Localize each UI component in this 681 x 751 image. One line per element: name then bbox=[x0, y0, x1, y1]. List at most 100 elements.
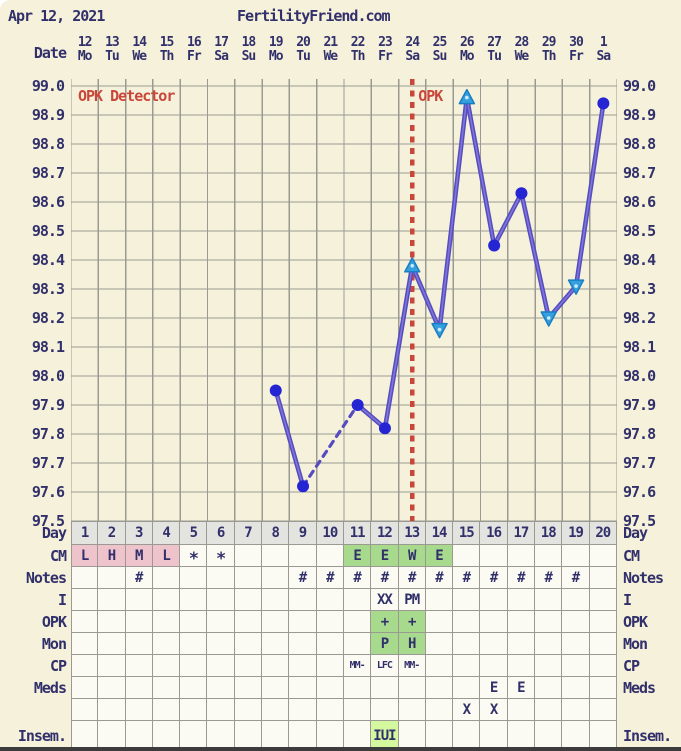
cell-cp-day-15[interactable] bbox=[453, 655, 481, 677]
cell-meds-day-9[interactable] bbox=[289, 677, 317, 699]
cell-notes-day-17[interactable]: # bbox=[507, 567, 536, 589]
cell-cm-day-7[interactable] bbox=[234, 545, 263, 567]
cell-extra-day-7[interactable] bbox=[234, 699, 263, 721]
cell-opk-day-1[interactable] bbox=[71, 611, 99, 633]
cell-cm-day-1[interactable]: L bbox=[71, 545, 99, 567]
cell-i-day-3[interactable] bbox=[125, 589, 153, 611]
cell-day-day-16[interactable]: 16 bbox=[480, 521, 508, 545]
cell-cp-day-9[interactable] bbox=[289, 655, 317, 677]
cell-notes-day-8[interactable] bbox=[262, 567, 290, 589]
cell-mon-day-7[interactable] bbox=[234, 633, 263, 655]
cell-notes-day-10[interactable]: # bbox=[316, 567, 344, 589]
cell-notes-day-2[interactable] bbox=[98, 567, 126, 589]
cell-meds-day-3[interactable] bbox=[125, 677, 153, 699]
cell-mon-day-19[interactable] bbox=[562, 633, 590, 655]
cell-cp-day-1[interactable] bbox=[71, 655, 99, 677]
cell-opk-day-12[interactable]: + bbox=[371, 611, 399, 633]
cell-notes-day-11[interactable]: # bbox=[343, 567, 372, 589]
cell-cp-day-19[interactable] bbox=[562, 655, 590, 677]
cell-notes-day-5[interactable] bbox=[180, 567, 208, 589]
bbt-chart-plot[interactable]: OPK Detector OPK bbox=[71, 78, 617, 524]
cell-day-day-18[interactable]: 18 bbox=[535, 521, 563, 545]
cell-extra-day-15[interactable]: X bbox=[453, 699, 481, 721]
cell-cm-day-4[interactable]: L bbox=[152, 545, 181, 567]
cell-i-day-19[interactable] bbox=[562, 589, 590, 611]
cell-i-day-12[interactable]: XX bbox=[371, 589, 399, 611]
cell-mon-day-13[interactable]: H bbox=[398, 633, 426, 655]
cell-cm-day-5[interactable]: * bbox=[180, 545, 208, 567]
cell-day-day-4[interactable]: 4 bbox=[152, 521, 181, 545]
temp-point-day-9[interactable] bbox=[297, 480, 310, 493]
cell-notes-day-15[interactable]: # bbox=[453, 567, 481, 589]
cell-opk-day-9[interactable] bbox=[289, 611, 317, 633]
cell-cm-day-11[interactable]: E bbox=[343, 545, 372, 567]
cell-mon-day-4[interactable] bbox=[152, 633, 181, 655]
cell-mon-day-8[interactable] bbox=[262, 633, 290, 655]
cell-extra-day-20[interactable] bbox=[589, 699, 617, 721]
temp-point-day-11[interactable] bbox=[351, 399, 364, 411]
cell-i-day-6[interactable] bbox=[207, 589, 235, 611]
cell-cp-day-5[interactable] bbox=[180, 655, 208, 677]
cell-mon-day-3[interactable] bbox=[125, 633, 153, 655]
cell-notes-day-13[interactable]: # bbox=[398, 567, 426, 589]
cell-i-day-15[interactable] bbox=[453, 589, 481, 611]
cell-cp-day-14[interactable] bbox=[425, 655, 454, 677]
cell-extra-day-12[interactable] bbox=[371, 699, 399, 721]
cell-cp-day-20[interactable] bbox=[589, 655, 617, 677]
cell-day-day-7[interactable]: 7 bbox=[234, 521, 263, 545]
cell-i-day-14[interactable] bbox=[425, 589, 454, 611]
cell-day-day-14[interactable]: 14 bbox=[425, 521, 454, 545]
cell-mon-day-1[interactable] bbox=[71, 633, 99, 655]
cell-opk-day-20[interactable] bbox=[589, 611, 617, 633]
cell-notes-day-3[interactable]: # bbox=[125, 567, 153, 589]
cell-i-day-1[interactable] bbox=[71, 589, 99, 611]
cell-insem-day-8[interactable] bbox=[262, 721, 290, 751]
cell-meds-day-14[interactable] bbox=[425, 677, 454, 699]
cell-cm-day-12[interactable]: E bbox=[371, 545, 399, 567]
cell-opk-day-4[interactable] bbox=[152, 611, 181, 633]
cell-opk-day-5[interactable] bbox=[180, 611, 208, 633]
cell-mon-day-14[interactable] bbox=[425, 633, 454, 655]
cell-mon-day-9[interactable] bbox=[289, 633, 317, 655]
cell-opk-day-13[interactable]: + bbox=[398, 611, 426, 633]
cell-meds-day-20[interactable] bbox=[589, 677, 617, 699]
cell-cm-day-20[interactable] bbox=[589, 545, 617, 567]
cell-i-day-17[interactable] bbox=[507, 589, 536, 611]
cell-insem-day-4[interactable] bbox=[152, 721, 181, 751]
cell-meds-day-10[interactable] bbox=[316, 677, 344, 699]
cell-insem-day-19[interactable] bbox=[562, 721, 590, 751]
cell-cp-day-7[interactable] bbox=[234, 655, 263, 677]
cell-mon-day-10[interactable] bbox=[316, 633, 344, 655]
cell-extra-day-13[interactable] bbox=[398, 699, 426, 721]
cell-day-day-13[interactable]: 13 bbox=[398, 521, 426, 545]
cell-mon-day-18[interactable] bbox=[535, 633, 563, 655]
cell-meds-day-4[interactable] bbox=[152, 677, 181, 699]
cell-meds-day-7[interactable] bbox=[234, 677, 263, 699]
cell-i-day-2[interactable] bbox=[98, 589, 126, 611]
cell-cm-day-14[interactable]: E bbox=[425, 545, 454, 567]
cell-cm-day-18[interactable] bbox=[535, 545, 563, 567]
cell-opk-day-11[interactable] bbox=[343, 611, 372, 633]
cell-meds-day-5[interactable] bbox=[180, 677, 208, 699]
cell-i-day-10[interactable] bbox=[316, 589, 344, 611]
cell-notes-day-7[interactable] bbox=[234, 567, 263, 589]
cell-extra-day-17[interactable] bbox=[507, 699, 536, 721]
cell-cm-day-2[interactable]: H bbox=[98, 545, 126, 567]
cell-insem-day-3[interactable] bbox=[125, 721, 153, 751]
cell-day-day-15[interactable]: 15 bbox=[453, 521, 481, 545]
cell-mon-day-11[interactable] bbox=[343, 633, 372, 655]
cell-day-day-9[interactable]: 9 bbox=[289, 521, 317, 545]
cell-insem-day-16[interactable] bbox=[480, 721, 508, 751]
cell-i-day-16[interactable] bbox=[480, 589, 508, 611]
cell-meds-day-18[interactable] bbox=[535, 677, 563, 699]
cell-meds-day-17[interactable]: E bbox=[507, 677, 536, 699]
cell-meds-day-2[interactable] bbox=[98, 677, 126, 699]
cell-day-day-8[interactable]: 8 bbox=[262, 521, 290, 545]
cell-opk-day-7[interactable] bbox=[234, 611, 263, 633]
cell-extra-day-10[interactable] bbox=[316, 699, 344, 721]
cell-i-day-13[interactable]: PM bbox=[398, 589, 426, 611]
cell-extra-day-4[interactable] bbox=[152, 699, 181, 721]
cell-day-day-20[interactable]: 20 bbox=[589, 521, 617, 545]
cell-notes-day-19[interactable]: # bbox=[562, 567, 590, 589]
cell-cm-day-13[interactable]: W bbox=[398, 545, 426, 567]
